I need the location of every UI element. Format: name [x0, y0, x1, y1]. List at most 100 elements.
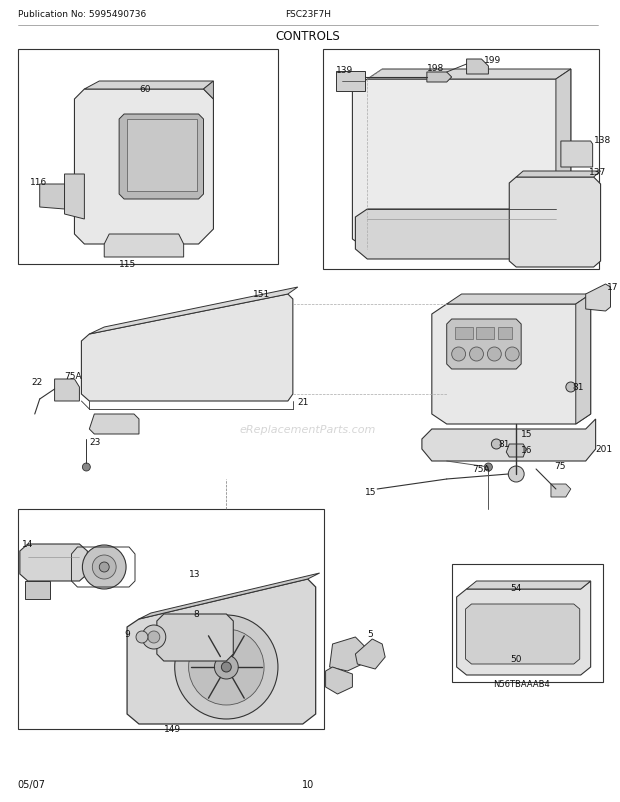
Polygon shape — [157, 614, 233, 661]
Circle shape — [492, 439, 502, 449]
Circle shape — [136, 631, 148, 643]
Circle shape — [99, 562, 109, 573]
Text: Publication No: 5995490736: Publication No: 5995490736 — [18, 10, 146, 19]
Bar — [454, 327, 472, 339]
Text: 22: 22 — [32, 378, 43, 387]
Polygon shape — [509, 178, 601, 268]
Bar — [18, 509, 324, 729]
Text: 50: 50 — [510, 654, 522, 663]
Circle shape — [175, 615, 278, 719]
Polygon shape — [89, 415, 139, 435]
Text: 139: 139 — [335, 66, 353, 75]
Text: 60: 60 — [139, 85, 151, 94]
Text: 138: 138 — [593, 136, 611, 145]
Circle shape — [221, 662, 231, 672]
Polygon shape — [586, 285, 611, 312]
Circle shape — [484, 464, 492, 472]
Bar — [498, 327, 512, 339]
Text: CONTROLS: CONTROLS — [275, 30, 340, 43]
Text: 115: 115 — [119, 260, 136, 269]
Polygon shape — [355, 639, 385, 669]
Text: 81: 81 — [498, 439, 510, 448]
Polygon shape — [74, 90, 213, 245]
Polygon shape — [576, 294, 591, 424]
Polygon shape — [516, 172, 601, 178]
Polygon shape — [447, 294, 591, 305]
Polygon shape — [89, 288, 298, 334]
Bar — [477, 327, 494, 339]
Text: FSC23F7H: FSC23F7H — [285, 10, 330, 19]
Circle shape — [215, 655, 238, 679]
Circle shape — [92, 555, 116, 579]
Text: 15: 15 — [365, 488, 377, 496]
Polygon shape — [81, 294, 293, 402]
Polygon shape — [104, 235, 184, 257]
Circle shape — [505, 347, 519, 362]
Text: 8: 8 — [193, 610, 199, 618]
Text: 151: 151 — [253, 290, 270, 298]
Text: 9: 9 — [124, 630, 130, 638]
Circle shape — [82, 464, 91, 472]
Polygon shape — [139, 573, 320, 619]
Text: 05/07: 05/07 — [18, 779, 46, 789]
Text: 75A: 75A — [64, 371, 82, 380]
Text: 13: 13 — [188, 569, 200, 578]
Polygon shape — [64, 175, 84, 220]
Polygon shape — [335, 72, 365, 92]
Text: 17: 17 — [606, 282, 618, 292]
Text: 14: 14 — [22, 539, 33, 549]
Bar — [452, 565, 603, 683]
Circle shape — [148, 631, 160, 643]
Polygon shape — [556, 70, 571, 249]
Polygon shape — [20, 545, 87, 581]
Circle shape — [142, 626, 166, 649]
Polygon shape — [551, 484, 571, 497]
Circle shape — [508, 467, 524, 482]
Bar — [322, 50, 598, 269]
Polygon shape — [447, 320, 521, 370]
Polygon shape — [127, 579, 316, 724]
Polygon shape — [355, 200, 566, 260]
Text: 198: 198 — [427, 64, 444, 73]
Polygon shape — [467, 60, 489, 75]
Circle shape — [566, 383, 576, 392]
Text: 16: 16 — [521, 445, 533, 455]
Circle shape — [188, 630, 264, 705]
Text: 21: 21 — [298, 398, 309, 407]
Text: 75A: 75A — [472, 464, 490, 473]
Text: 116: 116 — [30, 178, 47, 187]
Text: 201: 201 — [596, 444, 613, 453]
Text: 23: 23 — [89, 437, 100, 447]
Polygon shape — [119, 115, 203, 200]
Circle shape — [82, 545, 126, 589]
Polygon shape — [326, 667, 352, 695]
Polygon shape — [432, 294, 591, 424]
Polygon shape — [40, 184, 64, 210]
Polygon shape — [367, 70, 571, 80]
Polygon shape — [507, 444, 526, 457]
Polygon shape — [330, 638, 365, 671]
Text: 149: 149 — [164, 724, 181, 733]
Polygon shape — [427, 73, 452, 83]
Text: eReplacementParts.com: eReplacementParts.com — [239, 424, 376, 435]
Polygon shape — [561, 142, 593, 168]
Circle shape — [452, 347, 466, 362]
Polygon shape — [466, 604, 580, 664]
Circle shape — [469, 347, 484, 362]
Bar — [18, 50, 278, 265]
Circle shape — [487, 347, 502, 362]
Bar — [127, 119, 197, 192]
Polygon shape — [55, 379, 79, 402]
Polygon shape — [25, 581, 50, 599]
Text: 199: 199 — [484, 56, 502, 65]
Text: N56TBAAAB4: N56TBAAAB4 — [493, 679, 549, 688]
Text: 15: 15 — [521, 429, 533, 439]
Text: 137: 137 — [588, 168, 606, 176]
Text: 5: 5 — [367, 630, 373, 638]
Text: 81: 81 — [573, 383, 584, 391]
Polygon shape — [84, 82, 213, 90]
Text: 75: 75 — [554, 461, 565, 471]
Polygon shape — [467, 581, 591, 589]
Polygon shape — [457, 581, 591, 675]
Text: 54: 54 — [510, 583, 522, 592]
